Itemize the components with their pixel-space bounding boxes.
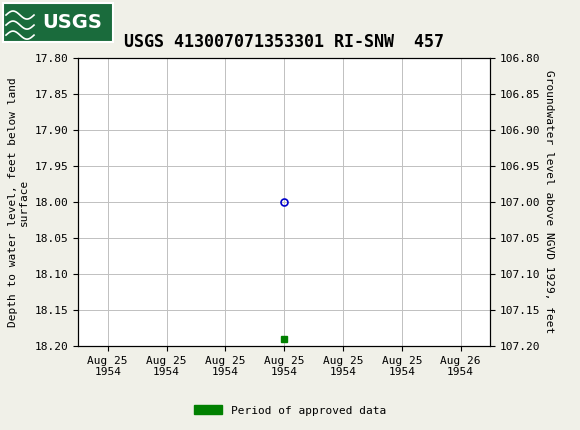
FancyBboxPatch shape <box>3 3 113 42</box>
Text: USGS: USGS <box>42 13 102 32</box>
Y-axis label: Depth to water level, feet below land
surface: Depth to water level, feet below land su… <box>8 77 29 327</box>
Title: USGS 413007071353301 RI-SNW  457: USGS 413007071353301 RI-SNW 457 <box>124 33 444 51</box>
Y-axis label: Groundwater level above NGVD 1929, feet: Groundwater level above NGVD 1929, feet <box>544 71 554 334</box>
Legend: Period of approved data: Period of approved data <box>190 401 390 420</box>
